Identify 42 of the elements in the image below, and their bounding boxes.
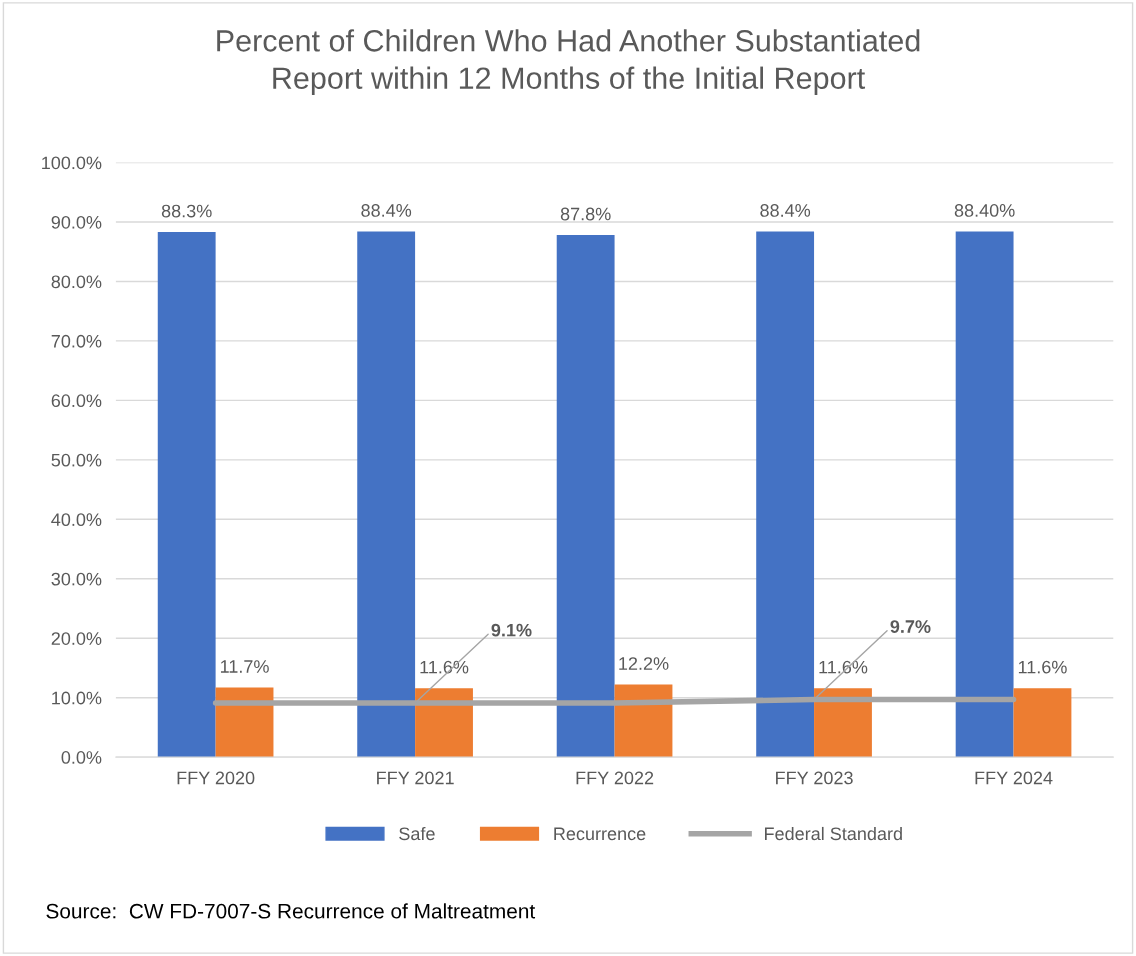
y-tick-label: 0.0%: [61, 751, 102, 764]
y-tick-label: 60.0%: [51, 394, 102, 408]
data-label: 11.6%: [1018, 660, 1067, 674]
legend-label: Recurrence: [554, 827, 646, 841]
y-tick-label: 50.0%: [51, 453, 102, 467]
data-label: 88.4%: [760, 204, 811, 217]
data-label: 88.4%: [361, 204, 412, 217]
bar: [415, 688, 473, 758]
y-tick-label: 70.0%: [51, 334, 102, 348]
y-tick-label: 80.0%: [51, 275, 102, 289]
y-tick-label: 100.0%: [42, 156, 102, 170]
legend-label: Safe: [399, 826, 435, 841]
x-tick-label: FFY 2023: [776, 771, 853, 785]
data-label: 88.40%: [954, 204, 1015, 217]
x-tick-label: FFY 2021: [377, 771, 454, 785]
bar: [357, 231, 416, 758]
data-label: 88.3%: [161, 204, 212, 218]
data-label: 12.2%: [619, 657, 669, 670]
bar: [556, 235, 615, 758]
y-tick-label: 90.0%: [51, 215, 102, 229]
bar: [814, 688, 872, 758]
bar: [157, 232, 216, 758]
y-tick-label: 30.0%: [51, 572, 102, 586]
bar: [955, 231, 1014, 758]
source-note: Source: CW FD-7007-S Recurrence of Maltreatment: [46, 903, 536, 919]
chart-title: Percent of Children Who Had Another Substantiated Report within 12 Months of the Initial Report: [217, 29, 920, 96]
data-label: 11.7%: [220, 660, 269, 673]
y-tick-label: 40.0%: [51, 513, 102, 527]
bar: [614, 684, 673, 758]
data-label: 11.6%: [420, 660, 469, 674]
annotation: 9.1%: [491, 623, 532, 637]
x-tick-label: FFY 2020: [177, 771, 255, 785]
data-label: 87.8%: [560, 207, 611, 221]
y-tick-label: 10.0%: [52, 691, 102, 705]
data-label: 11.6%: [819, 660, 868, 674]
bar: [756, 231, 815, 758]
y-tick-label: 20.0%: [51, 632, 102, 645]
bar: [1013, 688, 1072, 758]
annotation: 9.7%: [890, 620, 931, 633]
legend-label: Federal Standard: [765, 826, 902, 841]
x-tick-label: FFY 2022: [576, 771, 654, 785]
x-tick-label: FFY 2024: [975, 771, 1053, 785]
